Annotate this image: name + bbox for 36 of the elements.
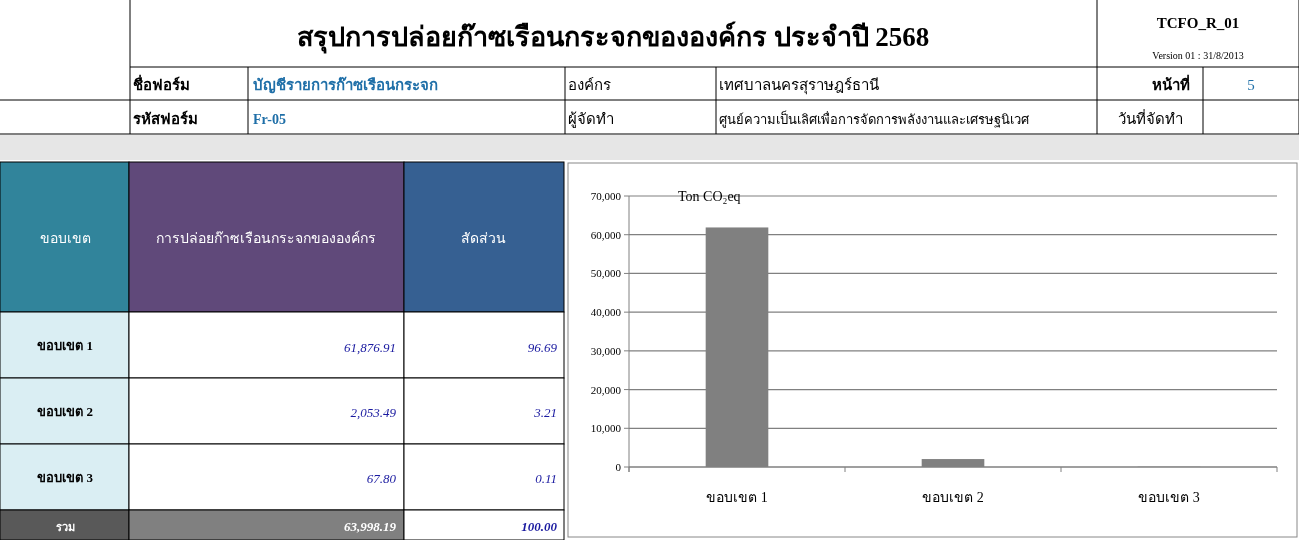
y-tick-label: 0 [615, 461, 622, 473]
y-tick-label: 60,000 [590, 228, 622, 241]
annotation: รวม [55, 521, 75, 533]
y-tick-label: 40,000 [590, 306, 622, 319]
annotation: 5 [1247, 77, 1255, 93]
x-tick-label: ขอบเขต 1 [706, 490, 768, 505]
annotation: บัญชีรายการก๊าซเรือนกระจก [253, 77, 438, 93]
x-tick-label: ขอบเขต 2 [922, 490, 984, 505]
annotation: 61,876.91 [344, 340, 396, 355]
annotation: 96.69 [527, 340, 557, 355]
annotation: 2,053.49 [350, 405, 396, 420]
annotation: ผู้จัดทำ [568, 111, 614, 127]
annotation: 63,998.19 [344, 519, 396, 534]
annotation: ศูนย์ความเป็นเลิศเพื่อการจัดการพลังงานและเศรษฐนิเวศ [719, 112, 1029, 127]
y-tick-label: 30,000 [590, 344, 622, 357]
annotation: 100.00 [521, 519, 557, 534]
annotation: Version 01 : 31/8/2013 [1152, 50, 1244, 61]
ylabel: Ton CO₂eq [678, 189, 741, 204]
y-tick-label: 70,000 [590, 190, 622, 202]
annotation: องค์กร [568, 77, 611, 93]
title: สรุปการปล่อยก๊าซเรือนกระจกขององค์กร ประจำปี 2568 [296, 22, 930, 52]
annotation: 3.21 [534, 405, 557, 420]
annotation: การปล่อยก๊าซเรือนกระจกขององค์กร [156, 231, 376, 246]
annotation: ขอบเขต [39, 231, 91, 246]
annotation: วันที่จัดทำ [1117, 111, 1183, 127]
annotation: 67.80 [366, 471, 396, 486]
y-tick-label: 50,000 [590, 267, 622, 280]
annotation: Fr-05 [253, 112, 286, 127]
annotation: รหัสฟอร์ม [133, 111, 198, 127]
annotation: TCFO_R_01 [1156, 15, 1240, 31]
x-tick-label: ขอบเขต 3 [1138, 490, 1200, 505]
y-tick-label: 20,000 [590, 383, 622, 396]
annotation: สัดส่วน [460, 231, 506, 246]
y-tick-label: 10,000 [590, 422, 622, 435]
annotation: เทศบาลนครสุราษฎร์ธานี [719, 77, 879, 93]
annotation: 0.11 [535, 471, 557, 486]
